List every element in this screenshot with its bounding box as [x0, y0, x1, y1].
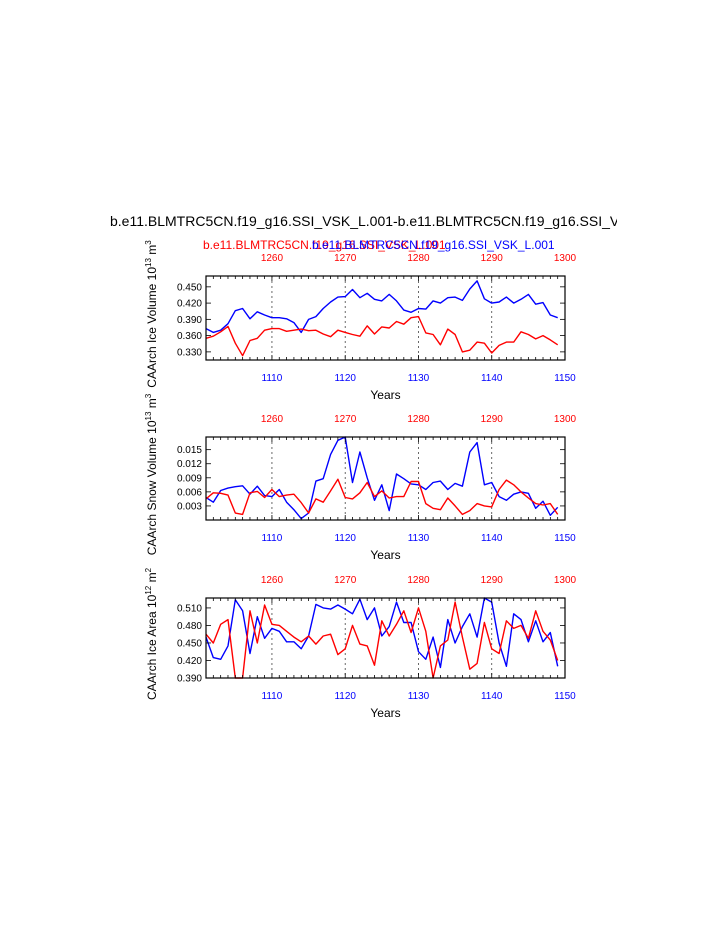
- x-tick-label-bottom: 1110: [262, 533, 283, 544]
- blue-series-line: [205, 280, 558, 334]
- y-tick-label: 0.006: [177, 487, 202, 498]
- y-tick-label: 0.480: [177, 621, 202, 632]
- y-tick-label: 0.330: [177, 347, 202, 358]
- x-tick-label-top: 1290: [481, 253, 504, 264]
- y-tick-label: 0.003: [177, 501, 202, 512]
- x-tick-label-top: 1290: [481, 575, 504, 586]
- x-tick-label-bottom: 1120: [334, 533, 356, 544]
- y-tick-label: 0.009: [177, 473, 202, 484]
- x-tick-label-bottom: 1130: [408, 691, 430, 702]
- y-axis-label: CAArch Ice Volume 1013 m3: [144, 240, 159, 388]
- y-tick-label: 0.420: [177, 656, 202, 667]
- y-tick-label: 0.450: [177, 282, 202, 293]
- x-tick-label-top: 1260: [261, 414, 284, 425]
- x-tick-label-top: 1280: [407, 414, 430, 425]
- x-tick-label-top: 1280: [407, 575, 430, 586]
- x-tick-label-top: 1290: [481, 414, 504, 425]
- x-tick-label-top: 1260: [261, 253, 284, 264]
- y-tick-label: 0.390: [177, 674, 202, 685]
- x-tick-label-bottom: 1150: [554, 691, 576, 702]
- x-tick-label-bottom: 1150: [554, 533, 576, 544]
- x-tick-label-top: 1270: [334, 414, 357, 425]
- blue-series-line: [205, 597, 559, 669]
- x-tick-label-bottom: 1130: [408, 533, 430, 544]
- subtitle-red-run: b.e11.BLMTRC5CN.f19_g16.SSI_VSK_L.001: [203, 238, 446, 252]
- plot-frame: [205, 436, 566, 521]
- x-tick-label-bottom: 1130: [408, 373, 430, 384]
- y-tick-label: 0.390: [177, 315, 202, 326]
- blue-series-line: [205, 436, 559, 520]
- x-tick-label-bottom: 1140: [481, 691, 503, 702]
- x-tick-label-bottom: 1120: [334, 691, 356, 702]
- x-tick-label-top: 1270: [334, 253, 357, 264]
- figure-title: b.e11.BLMTRC5CN.f19_g16.SSI_VSK_L.001-b.…: [110, 213, 617, 229]
- y-axis-label: CAArch Ice Area 1012 m2: [144, 567, 159, 700]
- chart-panel-2: 1110 1120 1130 1140 1150 1260 1270 1280 1290 1300…: [144, 393, 577, 562]
- plot-frame: [205, 597, 566, 679]
- y-tick-label: 0.015: [177, 445, 202, 456]
- x-tick-label-bottom: 1110: [262, 691, 283, 702]
- x-axis-label: Years: [370, 706, 400, 720]
- subtitle-blue-run: b.e11.BLMTRC5CN.f19_g16.SSI_VSK_L.001: [312, 238, 555, 252]
- y-tick-label: 0.012: [177, 459, 202, 470]
- x-tick-label-top: 1300: [554, 253, 577, 264]
- chart-panel-1: 1110 1120 1130 1140 1150 1260 1270 1280 1290 1300…: [144, 240, 577, 402]
- x-tick-label-bottom: 1140: [481, 533, 503, 544]
- y-tick-label: 0.510: [177, 603, 202, 614]
- red-series-line: [205, 478, 559, 516]
- y-tick-label: 0.360: [177, 331, 202, 342]
- red-series-line: [205, 315, 559, 357]
- x-tick-label-bottom: 1120: [334, 373, 356, 384]
- x-tick-label-top: 1300: [554, 575, 577, 586]
- x-tick-label-top: 1260: [261, 575, 284, 586]
- x-tick-label-bottom: 1110: [262, 373, 283, 384]
- plot-frame: [205, 275, 566, 361]
- chart-panel-3: 1110 1120 1130 1140 1150 1260 1270 1280 1290 1300…: [144, 567, 577, 720]
- x-axis-label: Years: [370, 548, 400, 562]
- y-axis-label: CAArch Snow Volume 1013 m3: [144, 393, 159, 555]
- y-tick-label: 0.450: [177, 638, 202, 649]
- x-tick-label-top: 1280: [407, 253, 430, 264]
- x-tick-label-bottom: 1140: [481, 373, 503, 384]
- x-tick-label-top: 1300: [554, 414, 577, 425]
- red-series-line: [205, 601, 559, 679]
- y-tick-label: 0.420: [177, 299, 202, 310]
- x-tick-label-bottom: 1150: [554, 373, 576, 384]
- x-axis-label: Years: [370, 388, 400, 402]
- x-tick-label-top: 1270: [334, 575, 357, 586]
